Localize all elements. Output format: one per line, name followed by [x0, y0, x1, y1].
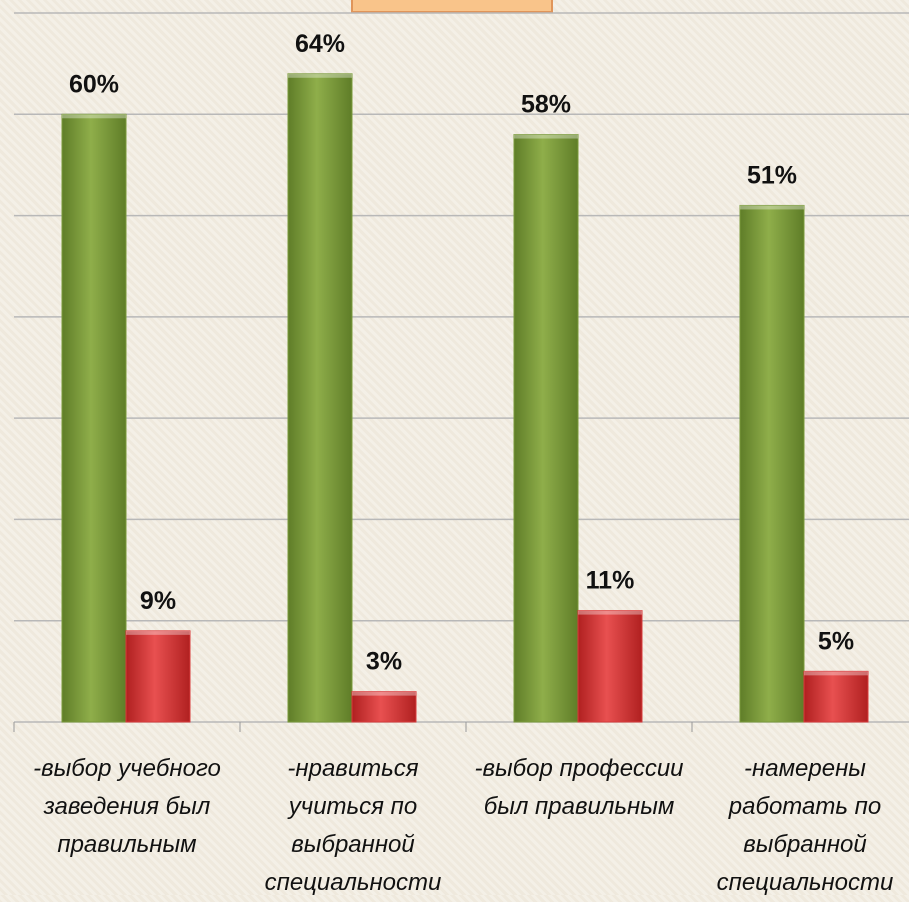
data-label: 9% — [140, 587, 176, 615]
data-label: 64% — [295, 30, 345, 58]
x-tick-label: -выбор профессии был правильным — [474, 755, 684, 820]
bar — [125, 630, 191, 723]
bar — [287, 73, 353, 723]
bar — [803, 670, 869, 723]
bar — [61, 113, 127, 723]
bar-top — [62, 114, 126, 119]
bar-top — [352, 691, 416, 696]
x-tick-label: -выбор учебного заведения был правильным — [33, 755, 221, 858]
data-label: 58% — [521, 91, 571, 119]
bar — [351, 691, 417, 723]
data-label: 3% — [366, 648, 402, 676]
bar — [577, 610, 643, 723]
bar — [513, 134, 579, 723]
title-box — [351, 0, 553, 13]
bar-top — [804, 671, 868, 676]
bar — [739, 204, 805, 723]
data-label: 51% — [747, 161, 797, 189]
bar-top — [288, 73, 352, 78]
bar-top — [126, 630, 190, 635]
bar-top — [514, 134, 578, 139]
data-label: 5% — [818, 627, 854, 655]
x-tick-label: -нравиться учиться по выбранной специаль… — [264, 755, 442, 896]
bar-top — [578, 610, 642, 615]
data-label: 11% — [586, 567, 635, 595]
x-tick-label: -намерены работать по выбранной специаль… — [716, 755, 894, 896]
data-label: 60% — [69, 70, 119, 98]
bar-top — [740, 205, 804, 210]
